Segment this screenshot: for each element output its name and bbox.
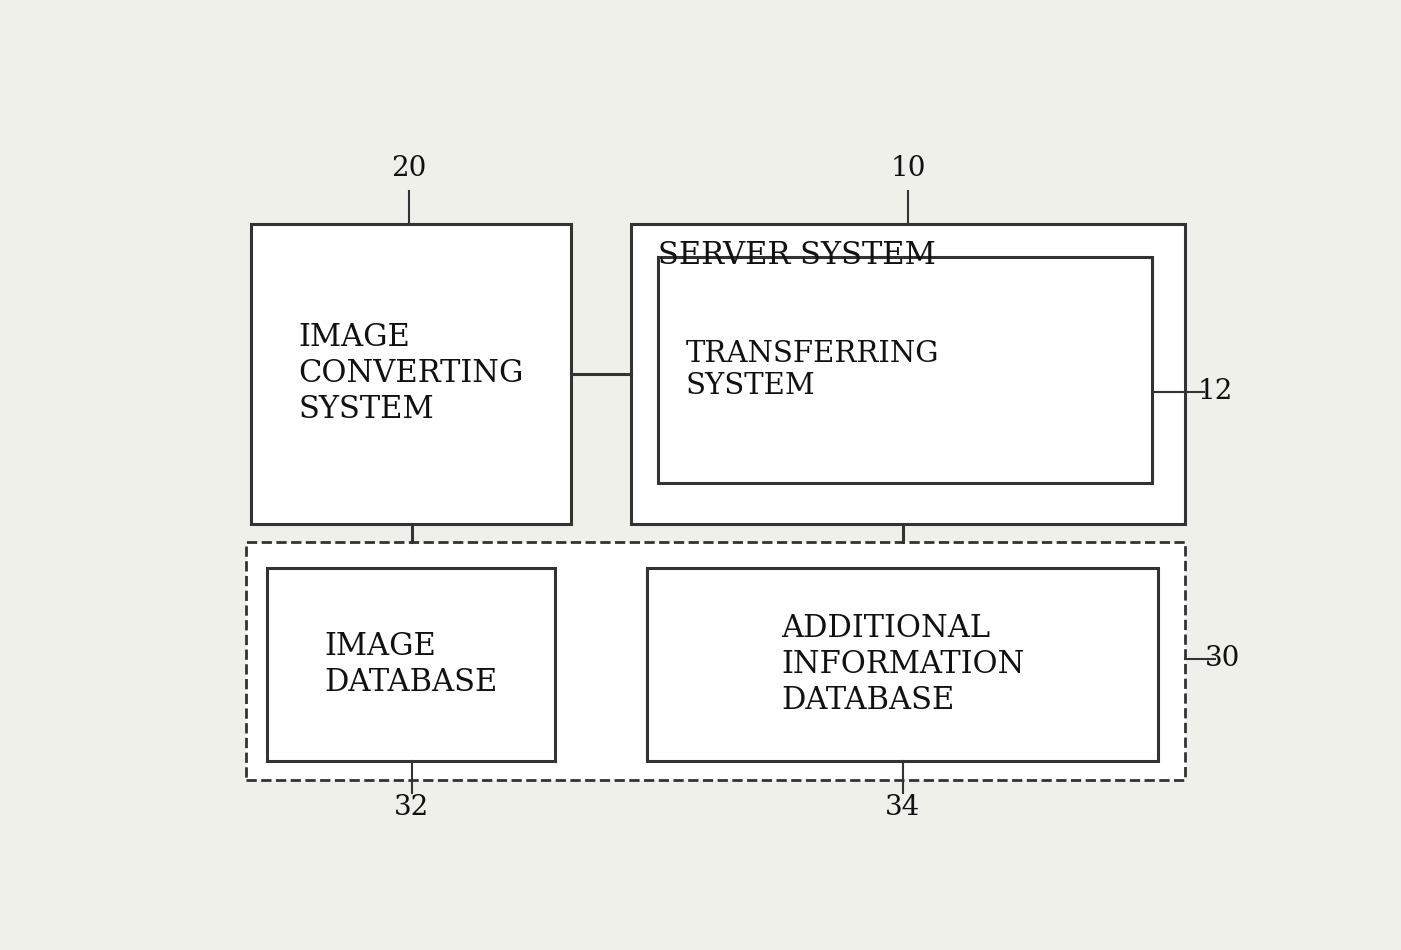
Text: SERVER SYSTEM: SERVER SYSTEM	[658, 239, 936, 271]
Text: 32: 32	[394, 794, 430, 821]
Text: 10: 10	[890, 156, 926, 182]
Bar	[647, 567, 1157, 761]
Text: IMAGE
DATABASE: IMAGE DATABASE	[325, 631, 497, 698]
Text: 30: 30	[1205, 645, 1240, 673]
Text: 20: 20	[391, 156, 426, 182]
Text: 34: 34	[885, 794, 920, 821]
Bar	[251, 224, 572, 523]
Text: ADDITIONAL
INFORMATION
DATABASE: ADDITIONAL INFORMATION DATABASE	[780, 613, 1024, 715]
Bar	[245, 542, 1185, 780]
Text: 12: 12	[1198, 378, 1233, 406]
Text: TRANSFERRING
SYSTEM: TRANSFERRING SYSTEM	[685, 340, 939, 400]
Bar	[658, 256, 1153, 484]
Bar	[630, 224, 1185, 523]
Bar	[268, 567, 555, 761]
Text: IMAGE
CONVERTING
SYSTEM: IMAGE CONVERTING SYSTEM	[298, 322, 524, 425]
